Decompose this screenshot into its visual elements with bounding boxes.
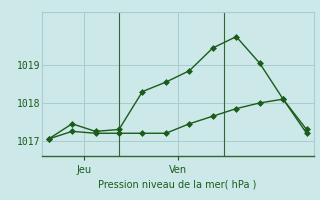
X-axis label: Pression niveau de la mer( hPa ): Pression niveau de la mer( hPa ) [99, 179, 257, 189]
